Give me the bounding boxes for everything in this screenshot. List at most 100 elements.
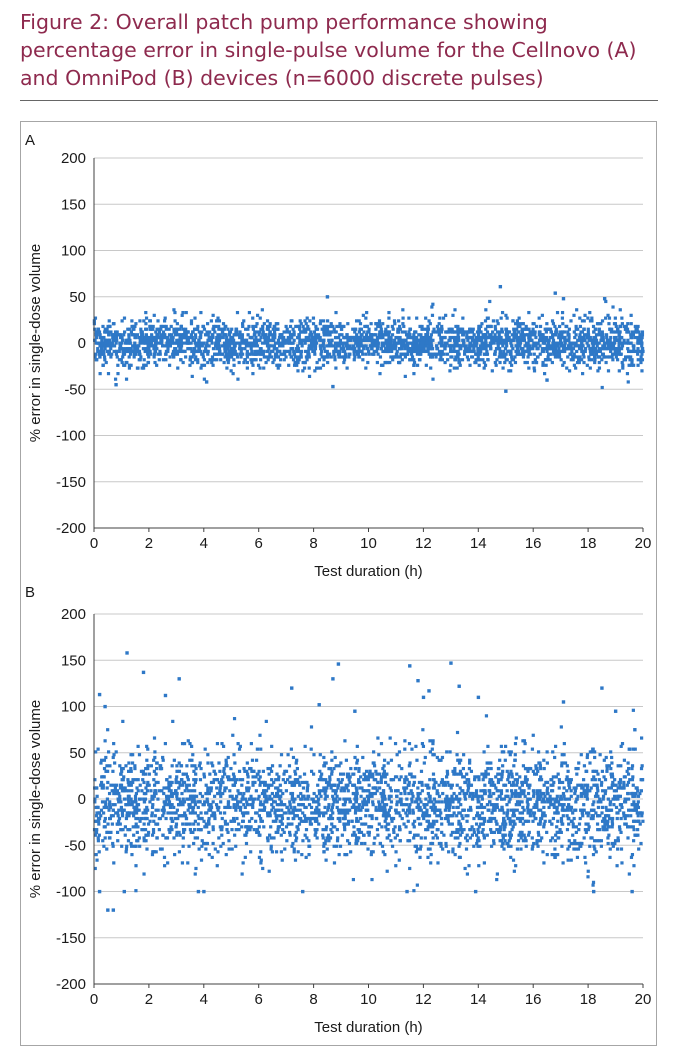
panel-a-data-point [446,358,450,362]
panel-a-data-point [426,341,430,345]
panel-a-data-point [459,330,463,334]
panel-a-data-point [129,349,133,354]
panel-a-data-point [640,333,645,337]
panel-a-data-point [412,341,416,345]
panel-a-data-point [409,347,413,351]
panel-a-data-point [181,349,185,354]
panel-b-data-point [164,836,168,840]
panel-b-data-point [610,819,614,823]
panel-a-data-point [566,355,570,359]
panel-b-data-point [137,753,142,757]
panel-b-data-point [545,853,549,857]
panel-b-data-point [464,814,468,818]
panel-a-data-point [174,341,178,345]
panel-a-data-point [375,349,379,354]
panel-a-data-point [620,347,624,351]
panel-b-data-point [346,811,350,815]
panel-b-data-point [336,816,340,821]
panel-b-data-point [167,794,171,798]
panel-b-data-point [136,825,140,829]
panel-a-data-point [270,333,274,337]
panel-a-data-point [554,327,558,331]
panel-a-data-point [217,349,222,354]
panel-a-data-point [616,352,620,356]
panel-b-data-point [121,786,125,790]
panel-a-data-point [561,322,565,326]
panel-a-data-point [240,335,244,340]
panel-b-data-point [291,811,295,815]
panel-a-data-point [413,335,417,340]
panel-a-data-point [307,352,311,356]
panel-a-data-point [306,335,310,340]
panel-b-data-point [198,761,202,765]
panel-b-data-point [144,839,148,843]
panel-a-data-point [580,349,584,354]
panel-a-data-point [361,358,365,362]
panel-b-data-point [605,764,609,768]
panel-b-data-point [457,844,461,848]
panel-a-data-point [198,344,202,348]
panel-a-data-point [434,355,438,359]
panel-a-data-point [508,360,512,365]
panel-b-data-point [459,758,463,762]
panel-a-data-point [221,322,226,326]
panel-a-data-point [319,319,323,323]
panel-b-data-point [543,814,547,818]
panel-b-data-point [407,791,411,796]
panel-a-data-point [422,344,426,348]
panel-a-data-point [601,344,605,348]
panel-b-data-point [368,814,372,818]
panel-a-data-point [593,360,597,365]
panel-a-data-point [169,324,173,329]
panel-a-data-point [333,330,337,334]
panel-a-data-point [120,338,125,342]
panel-a-data-point [164,327,168,331]
panel-a-data-point [217,352,221,356]
panel-b-data-point [220,825,224,829]
panel-a-data-point [631,349,636,354]
panel-a-data-point [297,358,301,362]
panel-a-data-point [238,333,242,337]
panel-b-data-point [145,816,149,821]
panel-a-data-point [586,327,590,331]
panel-a-data-point [285,338,289,342]
panel-b-data-point [370,794,374,798]
panel-a-data-point [184,310,188,315]
panel-a-data-point [267,333,272,337]
panel-a-data-point [332,352,336,356]
panel-b-data-point [407,764,411,768]
panel-a-data-point [404,344,408,348]
panel-b-data-point [371,803,375,807]
panel-a-data-point [100,352,104,356]
panel-b-data-point [608,847,612,851]
panel-a-data-point [255,344,260,348]
panel-a-data-point [132,327,136,331]
panel-a-data-point [545,322,549,326]
panel-a-data-point [168,355,172,359]
panel-a-data-point [352,349,356,354]
panel-b-data-point [405,803,409,807]
panel-b-data-point [515,780,519,785]
panel-a-data-point [477,363,481,367]
panel-a-data-point [412,338,416,342]
panel-a-data-point [529,333,533,337]
panel-b-data-point [612,803,616,807]
panel-a-data-point [567,369,572,373]
panel-b-data-point [230,794,234,798]
panel-a-data-point [499,352,504,356]
panel-a-data-point [322,324,326,329]
panel-b-data-point [535,789,539,793]
panel-b-data-point [604,789,608,793]
panel-b-data-point [499,778,503,782]
panel-b-data-point [153,814,157,818]
panel-a-data-point [178,327,182,331]
panel-a-data-point [403,330,407,334]
panel-a-data-point [196,360,200,365]
panel-a-data-point [352,338,356,342]
panel-a-data-point [632,344,636,348]
panel-b-data-point [245,830,249,834]
panel-a-data-point [582,319,586,323]
panel-a-data-point [387,344,391,348]
panel-b-data-point [395,753,399,757]
panel-b-data-point [525,783,530,787]
